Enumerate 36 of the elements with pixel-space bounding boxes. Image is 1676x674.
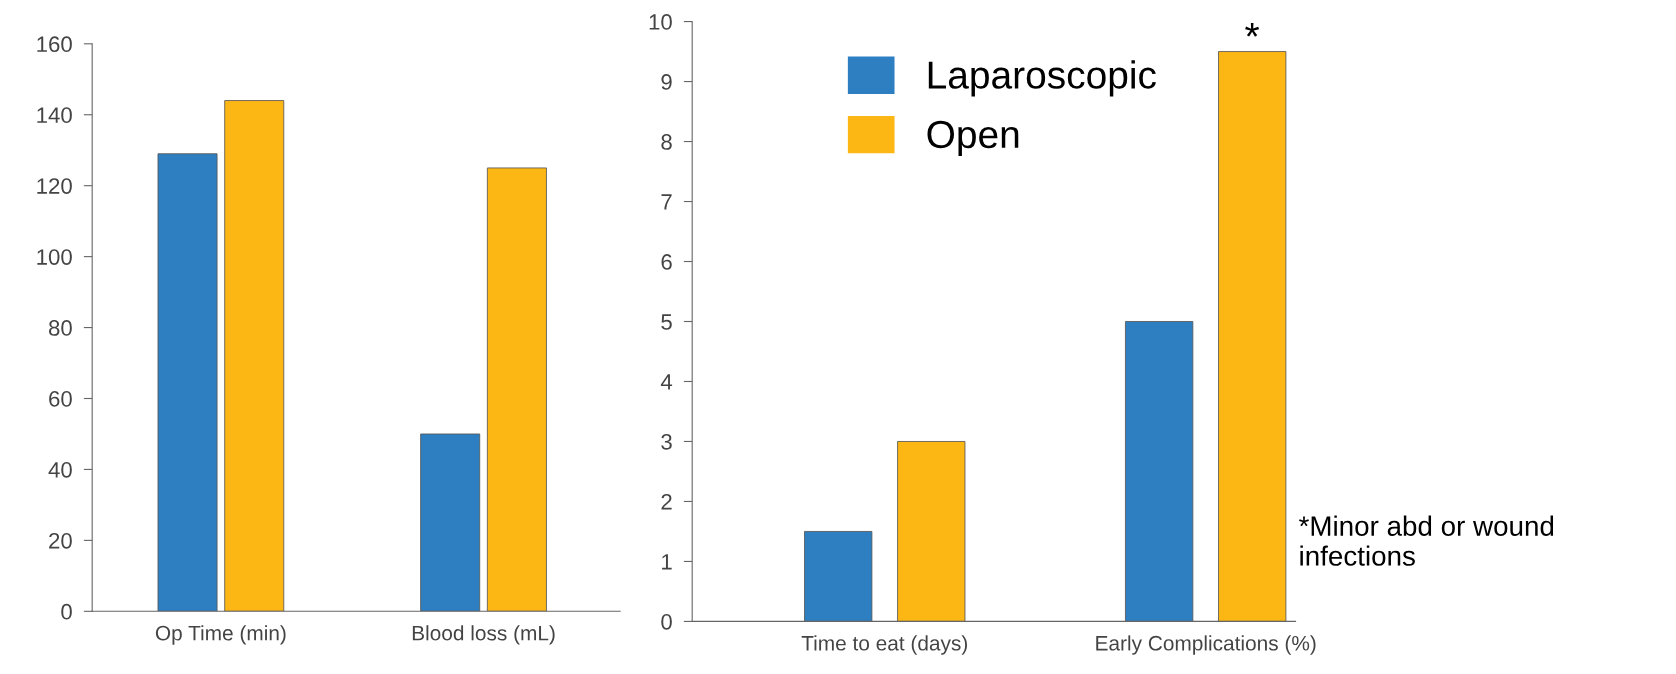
y-tick-label: 7 [661,194,672,210]
bar [157,153,218,612]
y-tick-label: 8 [661,134,672,150]
y-tick-label: 100 [37,249,72,265]
x-tick-label: Op Time (min) [155,625,286,645]
bar [1218,51,1287,622]
y-tick-label: 5 [661,314,672,330]
x-tick-label: Time to eat (days) [801,635,968,655]
y-tick-label: 20 [49,532,72,549]
x-tick-label: Early Complications (%) [1096,635,1316,655]
bar [1125,321,1194,622]
y-tick-label: 160 [37,36,72,53]
y-tick-label: 80 [48,320,72,336]
legend-label: Laparoscopic [928,60,1156,97]
legend-label: Open [927,120,1019,156]
bar [224,100,285,612]
y-tick-label: 10 [649,14,672,30]
bar [804,531,873,622]
y-tick-label: 9 [661,74,672,90]
y-tick-label: 60 [49,391,72,407]
y-tick-label: 4 [660,374,673,390]
bar [486,167,547,612]
annotation: * [1245,23,1260,37]
y-tick-label: 0 [661,613,672,630]
bar [897,441,966,622]
y-tick-label: 140 [37,107,72,124]
y-tick-label: 40 [48,461,72,478]
y-tick-label: 120 [37,178,72,194]
text: *Minor abd or wound infections [1299,515,1554,566]
y-tick-label: 1 [662,554,672,570]
x-tick-label: Blood loss (mL) [412,625,555,645]
y-tick-label: 3 [661,434,672,450]
y-tick-label: 2 [661,493,672,510]
y-tick-label: 6 [661,254,672,270]
bar [420,433,481,612]
y-tick-label: 0 [61,603,72,620]
